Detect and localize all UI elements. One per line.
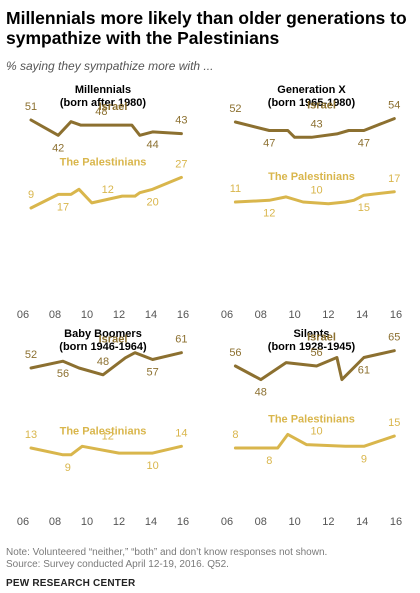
data-label: 47 bbox=[358, 138, 370, 150]
series-line-israel bbox=[29, 118, 183, 137]
data-label: 27 bbox=[175, 158, 187, 170]
x-tick-label: 08 bbox=[255, 516, 267, 528]
data-label: 54 bbox=[388, 100, 400, 112]
panel-subtitle: (born 1965-1980) bbox=[268, 97, 356, 109]
series-name-label: The Palestinians bbox=[268, 171, 355, 183]
data-label: 43 bbox=[175, 115, 187, 127]
series-line-israel bbox=[233, 117, 396, 139]
x-tick-label: 14 bbox=[145, 516, 157, 528]
data-label: 65 bbox=[388, 332, 400, 344]
x-tick-label: 12 bbox=[113, 309, 125, 321]
x-tick-label: 06 bbox=[221, 309, 233, 321]
x-tick-label: 12 bbox=[322, 309, 334, 321]
data-label: 43 bbox=[310, 118, 322, 130]
data-label: 52 bbox=[229, 103, 241, 115]
brand-label: PEW RESEARCH CENTER bbox=[6, 578, 136, 589]
data-label: 15 bbox=[358, 202, 370, 214]
data-label: 9 bbox=[361, 453, 367, 465]
data-label: 12 bbox=[263, 207, 275, 219]
data-label: 10 bbox=[146, 460, 158, 472]
data-label: 48 bbox=[95, 106, 107, 118]
series-name-label: The Palestinians bbox=[60, 156, 147, 168]
panel-title: Silents bbox=[293, 328, 329, 340]
data-label: 61 bbox=[175, 334, 187, 346]
x-tick-label: 08 bbox=[255, 309, 267, 321]
x-tick-label: 14 bbox=[145, 309, 157, 321]
data-label: 10 bbox=[310, 185, 322, 197]
data-label: 56 bbox=[310, 347, 322, 359]
data-label: 9 bbox=[65, 462, 71, 474]
data-label: 12 bbox=[102, 431, 114, 443]
x-tick-label: 14 bbox=[356, 309, 368, 321]
data-label: 52 bbox=[25, 349, 37, 361]
x-tick-label: 10 bbox=[288, 309, 300, 321]
data-label: 8 bbox=[266, 455, 272, 467]
x-tick-label: 06 bbox=[17, 516, 29, 528]
chart-subtitle: % saying they sympathize more with ... bbox=[6, 59, 214, 73]
data-label: 8 bbox=[232, 429, 238, 441]
data-label: 13 bbox=[25, 429, 37, 441]
data-label: 10 bbox=[310, 426, 322, 438]
x-tick-label: 08 bbox=[49, 309, 61, 321]
data-label: 9 bbox=[28, 189, 34, 201]
series-line-palestinians bbox=[29, 444, 183, 457]
series-name-label: Israel bbox=[99, 334, 128, 346]
data-label: 17 bbox=[57, 201, 69, 213]
panel-subtitle: (born 1928-1945) bbox=[268, 341, 356, 353]
data-label: 48 bbox=[255, 387, 267, 399]
panel-subtitle: (born 1946-1964) bbox=[59, 341, 147, 353]
data-label: 17 bbox=[388, 173, 400, 185]
data-label: 42 bbox=[52, 142, 64, 154]
data-label: 47 bbox=[263, 138, 275, 150]
series-line-israel bbox=[233, 349, 396, 382]
data-label: 56 bbox=[229, 347, 241, 359]
x-tick-label: 14 bbox=[356, 516, 368, 528]
x-tick-label: 16 bbox=[390, 309, 402, 321]
x-tick-label: 12 bbox=[322, 516, 334, 528]
series-name-label: The Palestinians bbox=[60, 425, 147, 437]
data-label: 48 bbox=[97, 356, 109, 368]
series-name-label: Israel bbox=[307, 100, 336, 112]
series-line-israel bbox=[29, 351, 183, 377]
series-line-palestinians bbox=[233, 432, 396, 450]
x-tick-label: 10 bbox=[81, 309, 93, 321]
panel-title: Baby Boomers bbox=[64, 328, 142, 340]
panel-subtitle: (born after 1980) bbox=[60, 97, 147, 109]
data-label: 44 bbox=[146, 139, 158, 151]
chart-title: Millennials more likely than older gener… bbox=[6, 8, 407, 48]
data-label: 20 bbox=[146, 196, 158, 208]
x-tick-label: 16 bbox=[177, 309, 189, 321]
panel-title: Generation X bbox=[277, 84, 346, 96]
data-label: 14 bbox=[175, 427, 187, 439]
data-label: 51 bbox=[25, 101, 37, 113]
x-tick-label: 10 bbox=[288, 516, 300, 528]
data-label: 11 bbox=[230, 183, 241, 195]
x-tick-label: 16 bbox=[177, 516, 189, 528]
x-tick-label: 16 bbox=[390, 516, 402, 528]
data-label: 61 bbox=[358, 365, 370, 377]
x-tick-label: 08 bbox=[49, 516, 61, 528]
series-line-palestinians bbox=[233, 190, 396, 206]
data-label: 56 bbox=[57, 368, 69, 380]
panel-title: Millennials bbox=[75, 84, 131, 96]
data-label: 57 bbox=[146, 367, 158, 379]
source-note: Source: Survey conducted April 12-19, 20… bbox=[6, 559, 229, 570]
footnote: Note: Volunteered “neither,” “both” and … bbox=[6, 547, 328, 558]
x-tick-label: 12 bbox=[113, 516, 125, 528]
series-name-label: Israel bbox=[99, 101, 128, 113]
x-tick-label: 10 bbox=[81, 516, 93, 528]
data-label: 15 bbox=[388, 417, 400, 429]
data-label: 12 bbox=[102, 184, 114, 196]
x-tick-label: 06 bbox=[221, 516, 233, 528]
series-line-palestinians bbox=[29, 175, 183, 210]
series-name-label: The Palestinians bbox=[268, 413, 355, 425]
series-name-label: Israel bbox=[307, 332, 336, 344]
x-tick-label: 06 bbox=[17, 309, 29, 321]
